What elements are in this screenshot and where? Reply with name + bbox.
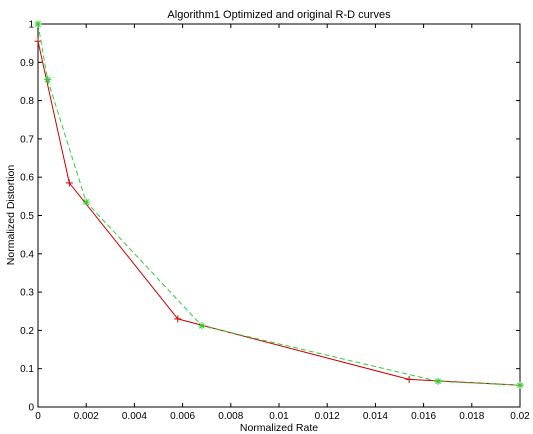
marker-stroke — [35, 21, 41, 27]
series-2-marker — [82, 198, 90, 206]
axis-ticks: 0 0.002 0.004 0.006 0.008 0.01 0.012 0.014 0.016… — [20, 20, 530, 423]
x-tick-label: 0.008 — [218, 411, 243, 422]
y-tick-label: 0.7 — [20, 134, 34, 145]
series-2-marker — [34, 20, 42, 28]
x-tick-label: 0.01 — [269, 411, 289, 422]
x-tick-label: 0.012 — [315, 411, 340, 422]
series-1-marker — [405, 375, 413, 383]
series-2-line — [37, 23, 521, 386]
y-tick-label: 0.3 — [20, 288, 34, 299]
marker-stroke — [83, 199, 90, 206]
data-series — [34, 20, 524, 389]
series-2-marker — [434, 377, 442, 385]
chart-title: Algorithm1 Optimized and original R-D cu… — [167, 9, 391, 21]
y-tick-label: 0.8 — [20, 96, 34, 107]
y-tick-label: 0 — [28, 403, 34, 414]
plot-area — [37, 23, 521, 408]
y-tick-label: 0.4 — [20, 249, 34, 260]
x-tick-label: 0.006 — [170, 411, 195, 422]
x-tick-label: 0.018 — [459, 411, 484, 422]
y-tick-label: 1 — [28, 20, 34, 31]
y-tick-label: 0.1 — [20, 364, 34, 375]
series-2-marker — [516, 381, 524, 389]
marker-stroke — [198, 322, 205, 329]
x-tick-label: 0.014 — [363, 411, 388, 422]
y-tick-label: 0.9 — [20, 58, 34, 69]
series-1-marker — [65, 179, 73, 187]
y-tick-label: 0.6 — [20, 173, 34, 184]
series-2-marker — [44, 76, 52, 84]
x-tick-label: 0.002 — [74, 411, 99, 422]
series-1-marker — [174, 315, 182, 323]
x-axis-label: Normalized Rate — [240, 422, 318, 434]
x-tick-label: 0.004 — [122, 411, 147, 422]
marker-stroke — [435, 378, 442, 385]
y-tick-label: 0.5 — [20, 211, 34, 222]
series-2-marker — [198, 322, 206, 330]
x-tick-label: 0 — [35, 411, 41, 422]
marker-stroke — [517, 382, 523, 389]
marker-stroke — [44, 76, 51, 83]
series-1-marker — [34, 37, 42, 45]
x-tick-label: 0.016 — [411, 411, 436, 422]
y-axis-label: Normalized Distortion — [5, 165, 17, 266]
x-tick-label: 0.02 — [510, 411, 530, 422]
y-tick-label: 0.2 — [20, 326, 34, 337]
